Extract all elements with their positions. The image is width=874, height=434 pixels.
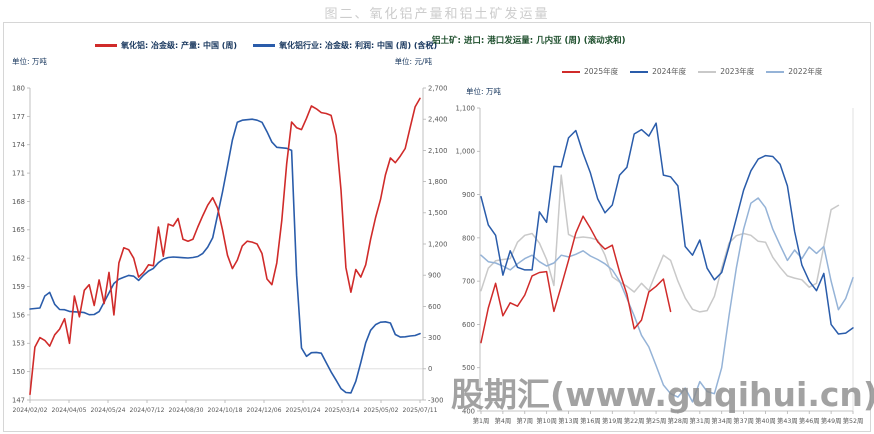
- svg-text:700: 700: [462, 278, 475, 286]
- chart-frame: [3, 22, 871, 432]
- right-series-2025: [480, 215, 672, 344]
- svg-text:-300: -300: [428, 396, 443, 404]
- svg-text:第34周: 第34周: [711, 416, 732, 425]
- svg-text:600: 600: [462, 321, 475, 329]
- svg-text:1,800: 1,800: [428, 178, 447, 186]
- svg-text:第19周: 第19周: [602, 416, 623, 425]
- svg-text:177: 177: [12, 113, 25, 121]
- svg-text:2024/05/24: 2024/05/24: [90, 407, 125, 414]
- legend-item: 2022年度: [766, 66, 822, 77]
- svg-text:180: 180: [12, 84, 25, 92]
- svg-text:2025/07/11: 2025/07/11: [402, 407, 437, 414]
- svg-text:第43周: 第43周: [777, 416, 798, 425]
- svg-text:第22周: 第22周: [624, 416, 645, 425]
- svg-text:156: 156: [12, 311, 25, 319]
- svg-text:第1周: 第1周: [473, 416, 490, 425]
- svg-text:162: 162: [12, 255, 25, 263]
- svg-text:800: 800: [462, 234, 475, 242]
- svg-text:2025/05/02: 2025/05/02: [363, 407, 398, 414]
- right-chart-title: 铝土矿: 进口: 港口发运量: 几内亚 (周) (滚动求和): [432, 36, 626, 46]
- svg-text:600: 600: [428, 303, 441, 311]
- svg-text:2024/10/18: 2024/10/18: [207, 407, 242, 414]
- legend-item: 2024年度: [630, 66, 686, 77]
- svg-text:1,000: 1,000: [456, 148, 475, 156]
- svg-text:2,100: 2,100: [428, 147, 447, 155]
- right-chart-unit: 单位: 万吨: [466, 87, 501, 96]
- svg-text:第28周: 第28周: [668, 416, 689, 425]
- svg-text:174: 174: [12, 141, 25, 149]
- svg-text:900: 900: [462, 191, 475, 199]
- svg-text:1,500: 1,500: [428, 209, 447, 217]
- svg-text:2024/08/30: 2024/08/30: [168, 407, 203, 414]
- legend-label: 氧化铝: 冶金级: 产量: 中国 (周): [121, 41, 238, 50]
- watermark: 股期汇(www.guqihui.cn): [451, 375, 874, 414]
- svg-text:2024/04/05: 2024/04/05: [51, 407, 86, 414]
- svg-text:171: 171: [12, 169, 25, 177]
- svg-text:165: 165: [12, 226, 25, 234]
- svg-text:2,700: 2,700: [428, 84, 447, 92]
- legend-label: 2024年度: [652, 67, 687, 76]
- right-chart-legend: 2025年度 2024年度 2023年度 2022年度: [562, 66, 822, 77]
- svg-text:153: 153: [12, 340, 25, 348]
- svg-text:168: 168: [12, 198, 25, 206]
- svg-text:第16周: 第16周: [580, 416, 601, 425]
- svg-text:300: 300: [428, 334, 441, 342]
- svg-text:1,100: 1,100: [456, 104, 475, 112]
- svg-text:第37周: 第37周: [733, 416, 754, 425]
- legend-label: 2022年度: [788, 67, 823, 76]
- legend-label: 氧化铝行业: 冶金级: 利润: 中国 (周) (含税): [279, 41, 438, 50]
- svg-text:1,200: 1,200: [428, 240, 447, 248]
- svg-text:2024/12/06: 2024/12/06: [246, 407, 281, 414]
- figure-title: 图二、氧化铝产量和铝土矿发运量: [324, 7, 550, 22]
- svg-text:第25周: 第25周: [646, 416, 667, 425]
- svg-text:第49周: 第49周: [821, 416, 842, 425]
- legend-swatch-icon: [630, 70, 649, 73]
- left-chart-unit-left: 单位: 万吨: [12, 57, 47, 66]
- svg-text:第46周: 第46周: [799, 416, 820, 425]
- legend-swatch-icon: [253, 44, 276, 47]
- svg-text:2025/01/24: 2025/01/24: [285, 407, 320, 414]
- right-series-2023: [480, 174, 840, 313]
- svg-text:2,400: 2,400: [428, 116, 447, 124]
- legend-item: 氧化铝: 冶金级: 产量: 中国 (周): [95, 40, 237, 51]
- left-chart-unit-right: 单位: 元/吨: [394, 57, 432, 66]
- svg-text:2024/07/12: 2024/07/12: [129, 407, 164, 414]
- legend-swatch-icon: [766, 70, 785, 73]
- svg-text:900: 900: [428, 272, 441, 280]
- svg-text:第31周: 第31周: [690, 416, 711, 425]
- svg-text:147: 147: [12, 396, 25, 404]
- svg-text:第13周: 第13周: [558, 416, 579, 425]
- right-series-2024: [480, 122, 854, 335]
- legend-item: 2023年度: [698, 66, 754, 77]
- svg-text:400: 400: [462, 407, 475, 415]
- left-chart-legend: 氧化铝: 冶金级: 产量: 中国 (周) 氧化铝行业: 冶金级: 利润: 中国 (…: [95, 40, 437, 51]
- svg-text:第4周: 第4周: [495, 416, 512, 425]
- svg-text:第10周: 第10周: [536, 416, 557, 425]
- svg-text:第40周: 第40周: [755, 416, 776, 425]
- left-series-profit: [29, 118, 421, 394]
- legend-swatch-icon: [95, 44, 117, 47]
- left-series-production: [29, 97, 421, 396]
- svg-text:2024/02/02: 2024/02/02: [12, 407, 47, 414]
- right-series-2022: [480, 197, 854, 403]
- legend-swatch-icon: [562, 70, 580, 73]
- svg-text:500: 500: [462, 364, 475, 372]
- svg-text:150: 150: [12, 368, 25, 376]
- svg-text:159: 159: [12, 283, 25, 291]
- legend-item: 氧化铝行业: 冶金级: 利润: 中国 (周) (含税): [253, 40, 437, 51]
- legend-label: 2023年度: [720, 67, 755, 76]
- legend-swatch-icon: [698, 70, 717, 73]
- svg-text:第52周: 第52周: [843, 416, 864, 425]
- svg-text:第7周: 第7周: [516, 416, 533, 425]
- legend-label: 2025年度: [584, 67, 619, 76]
- legend-item: 2025年度: [562, 66, 618, 77]
- svg-text:2025/03/14: 2025/03/14: [324, 407, 359, 414]
- svg-text:0: 0: [428, 365, 432, 373]
